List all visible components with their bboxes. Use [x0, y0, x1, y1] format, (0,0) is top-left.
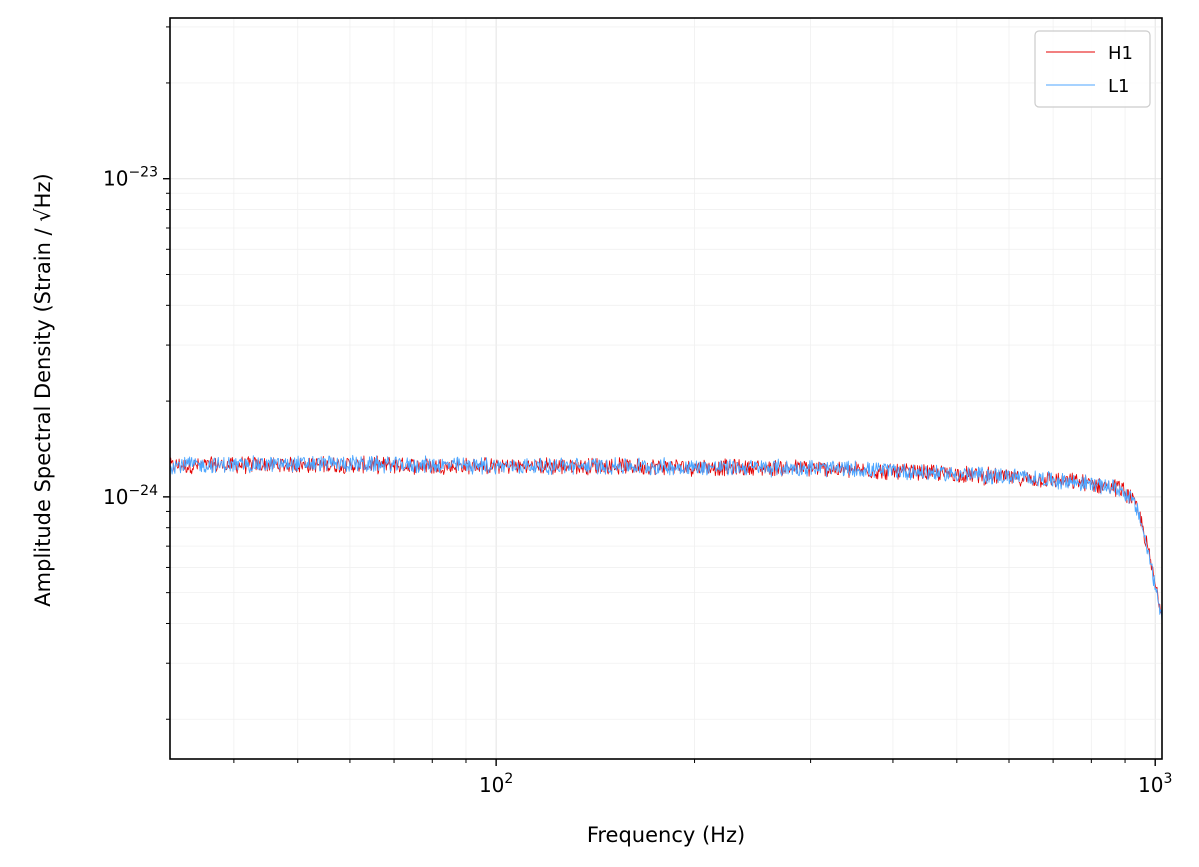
series-layer — [169, 454, 1163, 621]
axes-frame — [169, 17, 1163, 760]
series-line-l1 — [169, 454, 1163, 621]
ticks: 102 103 10−24 10−23 — [103, 26, 1172, 797]
legend: H1 L1 — [1034, 30, 1151, 108]
legend-label-l1: L1 — [1108, 76, 1129, 97]
y-axis-label: Amplitude Spectral Density (Strain / √Hz… — [31, 173, 55, 606]
legend-box — [1034, 30, 1151, 108]
grid — [170, 18, 1162, 759]
y-tick-label: 10−24 — [103, 483, 158, 509]
y-tick-label: 10−23 — [103, 165, 158, 191]
x-tick-label: 102 — [479, 771, 513, 797]
x-axis-label: Frequency (Hz) — [587, 823, 745, 847]
x-tick-label: 103 — [1138, 771, 1172, 797]
legend-label-h1: H1 — [1108, 43, 1133, 64]
